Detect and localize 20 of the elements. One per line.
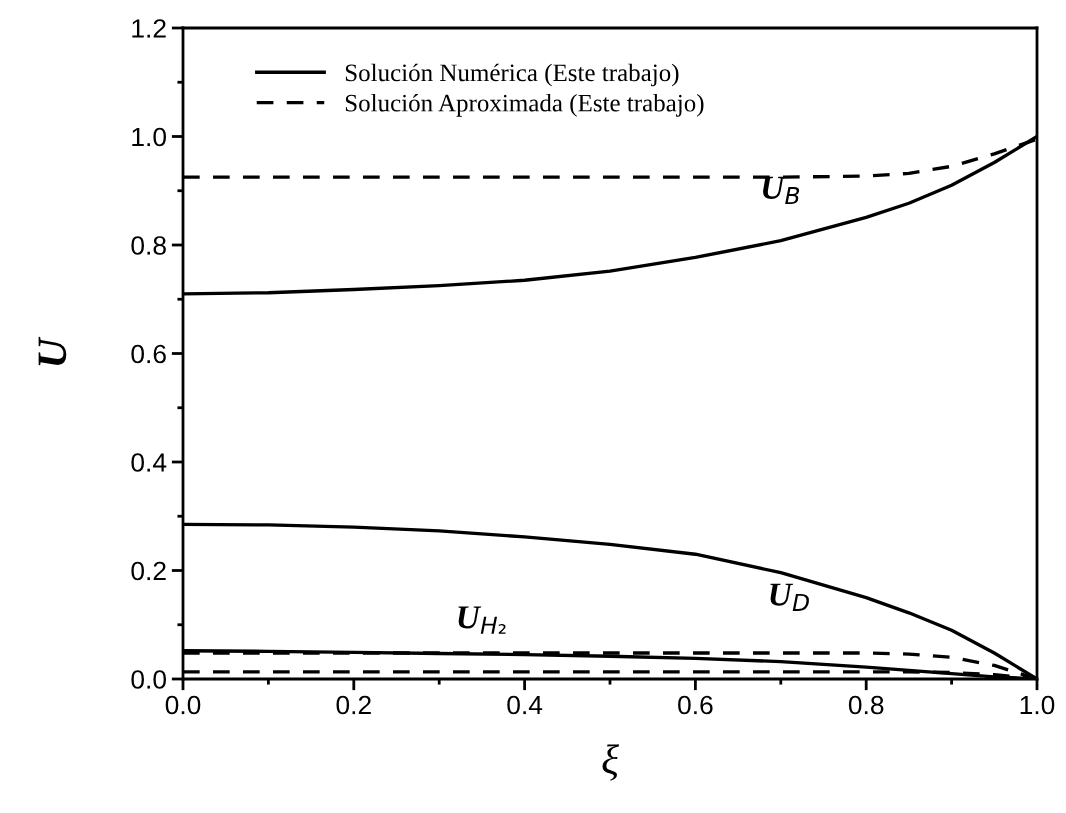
y-tick-label: 0.4 (131, 453, 167, 472)
x-tick-label: 1.0 (1020, 695, 1055, 715)
annotation: U$_{B}$ (762, 176, 800, 205)
y-tick-label: 0.2 (131, 561, 166, 581)
x-tick-label: 0.2 (336, 695, 371, 715)
x-tick-label: 0.4 (507, 695, 543, 715)
x-tick-label: 0.0 (165, 695, 201, 715)
y-tick-label: 0.8 (131, 236, 166, 255)
annotation: U$_{D}$ (770, 583, 809, 611)
y-tick-label: 0.6 (131, 344, 166, 364)
x-axis-title: ξ (602, 744, 619, 781)
legend-label: Solución Aproximada (Este trabajo) (345, 93, 704, 117)
y-tick-label: 0.0 (131, 670, 166, 689)
legend-label: Solución Numérica (Este trabajo) (345, 63, 679, 87)
annotation: U$_{H₂}$ (458, 606, 506, 634)
y-tick-label: 1.0 (132, 127, 166, 147)
x-tick-label: 0.8 (848, 695, 884, 715)
y-axis-title: U (38, 336, 67, 366)
x-tick-label: 0.6 (678, 695, 713, 715)
y-tick-label: 1.2 (132, 19, 166, 38)
